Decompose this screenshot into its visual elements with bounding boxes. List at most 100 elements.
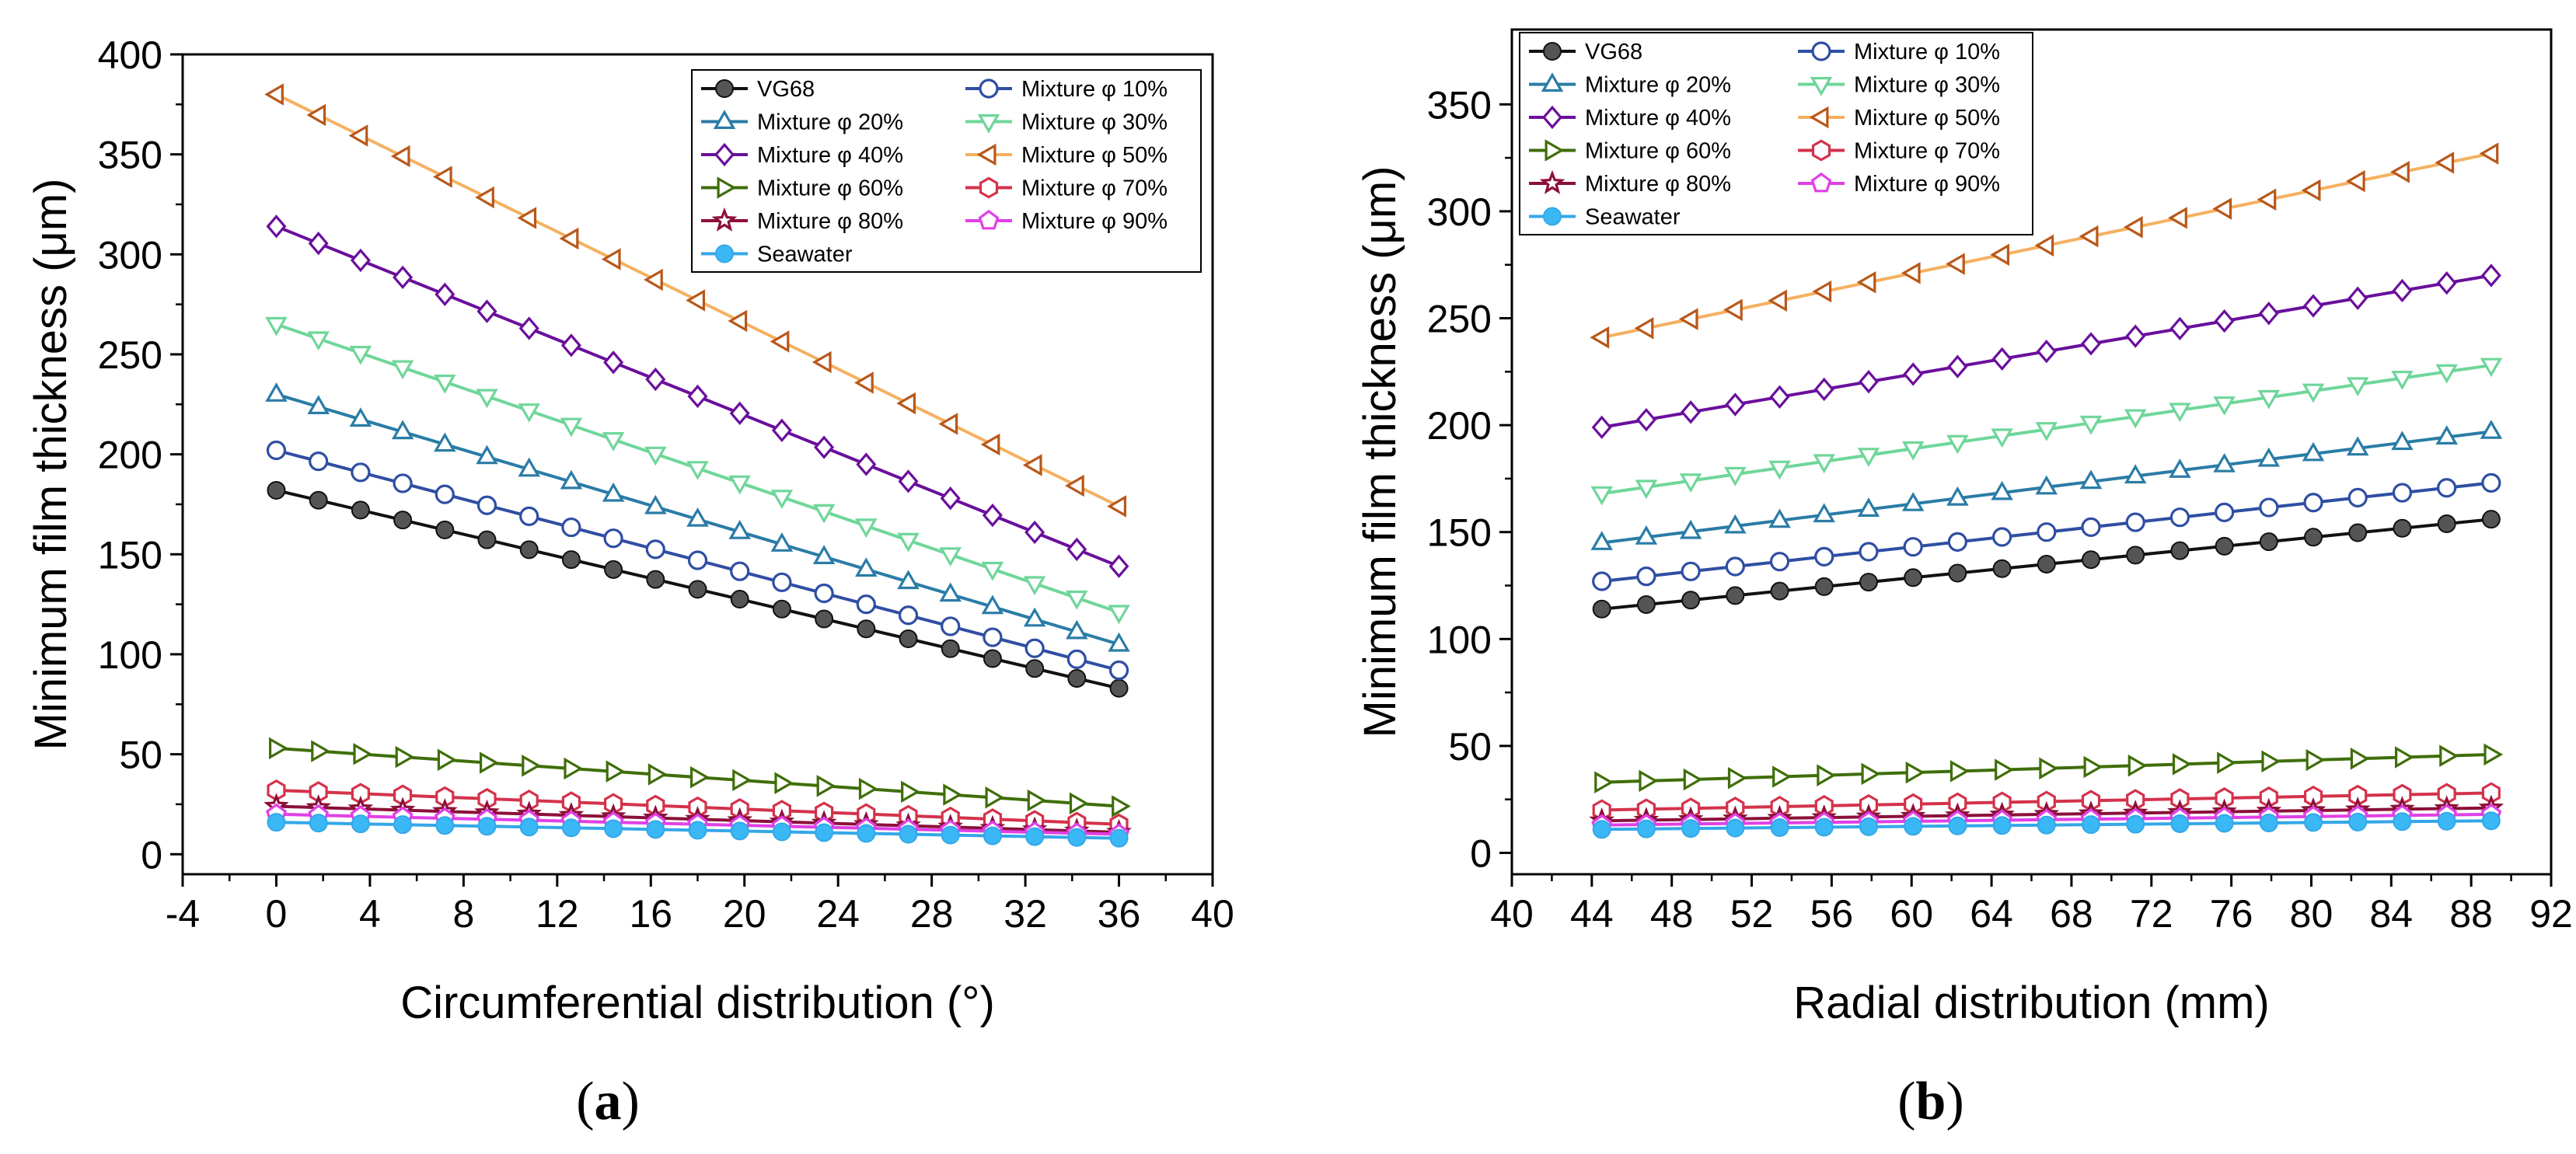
data-point: [2124, 464, 2147, 484]
data-point: [1067, 828, 1087, 847]
data-point: [1991, 480, 2013, 500]
data-point: [1947, 532, 1967, 552]
data-point: [1025, 659, 1045, 678]
data-point: [2301, 179, 2321, 202]
data-point: [265, 382, 288, 402]
data-point: [603, 350, 624, 375]
data-point: [2350, 748, 2370, 770]
data-point: [351, 814, 370, 834]
data-point: [1679, 519, 1702, 539]
data-point: [1812, 280, 1832, 303]
data-point: [686, 289, 705, 312]
data-point: [1990, 243, 2009, 267]
data-point: [2037, 522, 2057, 542]
data-point: [1681, 819, 1701, 838]
data-point: [1858, 370, 1879, 394]
legend-label: Mixture φ 60%: [1585, 139, 1731, 164]
data-point: [982, 503, 1003, 528]
legend-marker: [1541, 72, 1564, 92]
data-point: [1109, 678, 1129, 698]
legend-marker: [1543, 42, 1562, 61]
x-tick-label: 20: [723, 892, 766, 936]
data-point: [1069, 792, 1089, 815]
data-point: [939, 547, 962, 567]
data-point: [2081, 517, 2101, 537]
legend-label: Mixture φ 50%: [1021, 143, 1168, 168]
data-point: [646, 820, 665, 839]
data-point: [1813, 377, 1834, 402]
data-point: [856, 452, 877, 476]
data-point: [2302, 383, 2325, 403]
data-point: [2083, 755, 2103, 779]
data-point: [2395, 746, 2414, 769]
data-point: [2437, 514, 2456, 533]
data-point: [1946, 434, 1969, 455]
data-point: [1995, 758, 2014, 781]
legend-item-mixture-phi-70: Mixture φ 70%: [965, 176, 1168, 201]
data-point: [435, 282, 456, 306]
data-point: [1022, 454, 1042, 476]
data-point: [644, 446, 667, 466]
data-point: [1108, 632, 1130, 652]
data-point: [2123, 216, 2143, 239]
data-point: [2257, 188, 2277, 211]
data-point: [309, 814, 328, 833]
data-point: [645, 539, 665, 560]
data-point: [475, 186, 494, 209]
data-point: [1590, 326, 1610, 349]
data-point: [1107, 495, 1126, 518]
x-tick-label: 52: [1730, 892, 1774, 936]
data-point: [1814, 818, 1834, 837]
data-point: [644, 494, 667, 514]
data-point: [351, 462, 371, 483]
legend-item-mixture-phi-40: Mixture φ 40%: [1529, 105, 1731, 131]
data-point: [730, 590, 749, 609]
legend-item-mixture-phi-90: Mixture φ 90%: [965, 209, 1168, 234]
data-point: [2169, 507, 2190, 528]
data-point: [853, 371, 874, 394]
data-point: [2303, 493, 2323, 513]
data-point: [770, 330, 790, 353]
legend-item-mixture-phi-40: Mixture φ 40%: [701, 142, 903, 168]
x-tick-label: 84: [2369, 892, 2413, 936]
data-point: [391, 360, 414, 380]
data-point: [2481, 811, 2501, 831]
data-point: [1681, 400, 1702, 424]
x-tick-label: 56: [1810, 892, 1854, 936]
series-mixture-phi-40: [1591, 263, 2501, 440]
data-point: [814, 583, 834, 604]
data-point: [939, 582, 962, 602]
data-point: [1591, 415, 1612, 440]
legend-label: Mixture φ 90%: [1021, 209, 1168, 234]
data-point: [560, 333, 581, 357]
data-point: [2481, 510, 2501, 529]
data-point: [393, 265, 414, 290]
data-point: [688, 580, 707, 599]
data-point: [687, 550, 708, 570]
legend-label: Mixture φ 70%: [1854, 139, 2000, 164]
data-point: [2348, 812, 2368, 832]
chart-panel-a: -4 0 4 8 12 16 20 24 28 32 36 400501001502002503003…: [26, 33, 1234, 1028]
data-point: [899, 629, 918, 649]
data-point: [1770, 581, 1789, 601]
x-tick-label: 72: [2130, 892, 2173, 936]
legend-label: VG68: [757, 77, 815, 102]
data-point: [559, 227, 579, 250]
data-point: [1023, 607, 1046, 627]
legend-marker: [979, 176, 999, 199]
x-tick-label: 36: [1098, 892, 1141, 936]
data-point: [855, 518, 878, 539]
data-point: [435, 484, 455, 504]
data-point: [1901, 441, 1925, 461]
data-point: [519, 540, 539, 560]
data-point: [2080, 332, 2102, 356]
data-point: [2436, 271, 2457, 295]
x-tick-label: 68: [2050, 892, 2093, 936]
data-point: [1590, 486, 1613, 506]
data-point: [1723, 298, 1743, 322]
data-point: [477, 530, 497, 549]
data-point: [2259, 497, 2279, 518]
data-point: [311, 740, 331, 762]
series-mixture-phi-30: [1590, 357, 2503, 506]
data-point: [2305, 748, 2326, 772]
